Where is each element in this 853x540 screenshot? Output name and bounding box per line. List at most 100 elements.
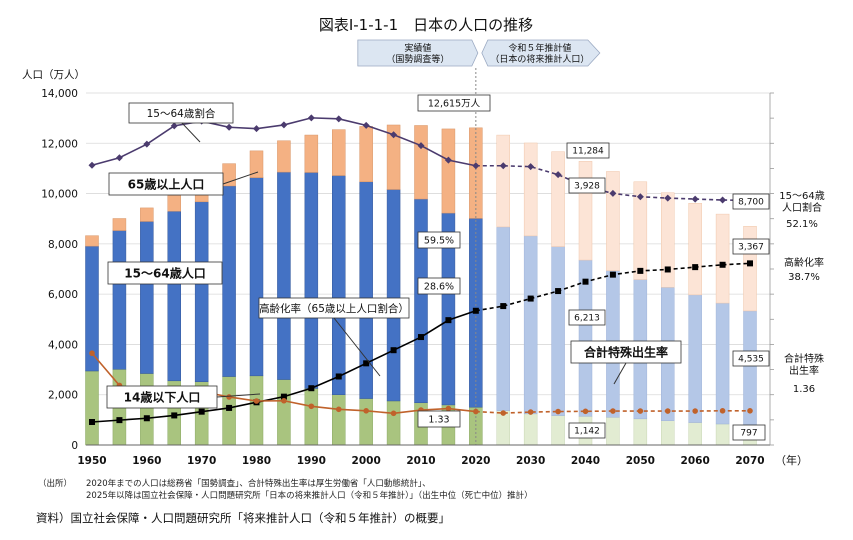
bar-under14 xyxy=(661,420,675,446)
label-2040-65-box xyxy=(568,177,606,194)
period-label-actual: 実績値（国勢調査等） xyxy=(386,42,449,65)
source-note-line2: 2025年以降は国立社会保障・人口問題研究所「日本の将来推計人口（令和５年推計）… xyxy=(86,491,533,501)
leader-aging xyxy=(333,317,381,377)
bar-15-64 xyxy=(112,230,127,370)
x-tick-label: 2020 xyxy=(461,455,490,467)
ratio-15-64-point xyxy=(307,114,315,122)
bar-over65 xyxy=(359,126,373,183)
aging-rate-point xyxy=(198,408,205,415)
tfr-line-projection xyxy=(475,410,750,414)
x-tick-label: 2000 xyxy=(352,455,381,467)
bar-15-64 xyxy=(496,226,510,411)
tfr-point xyxy=(89,350,95,357)
label-aging-2020: 28.6% xyxy=(424,281,454,292)
label-2070-under14: 797 xyxy=(740,429,757,439)
label-15-64-box xyxy=(107,261,223,285)
bar-under14 xyxy=(551,415,565,446)
ratio-15-64-point xyxy=(115,154,123,162)
bar-over65 xyxy=(715,213,730,304)
label-15-64: 15〜64歳人口 xyxy=(124,265,205,280)
y-tick-label: 10,000 xyxy=(41,189,78,201)
tfr-point xyxy=(747,408,753,414)
tfr-point xyxy=(390,410,397,417)
label-2070-65: 3,367 xyxy=(738,243,764,253)
bar-15-64 xyxy=(277,171,291,380)
aging-rate-point xyxy=(308,385,315,392)
label-2040-under14: 1,142 xyxy=(574,427,600,437)
bar-under14 xyxy=(715,423,730,446)
bar-under14 xyxy=(688,422,702,446)
tfr-point xyxy=(473,408,479,415)
label-2070-total-box xyxy=(732,193,770,210)
right-label-ratio-value: 52.1% xyxy=(786,219,818,230)
ratio-15-64-point xyxy=(636,193,644,201)
y-tick-label: 12,000 xyxy=(41,138,78,150)
aging-rate-point xyxy=(692,264,699,271)
aging-rate-point xyxy=(418,334,424,341)
aging-rate-point xyxy=(747,260,753,267)
axes: 0 2,000 4,000 6,000 8,000 10,000 12,000 14,000 1… xyxy=(41,88,774,467)
aging-rate-point xyxy=(390,347,397,354)
right-label-ratio-name: 15〜64歳人口割合 xyxy=(779,190,824,214)
bar-over65 xyxy=(523,142,538,237)
bar-under14 xyxy=(140,373,154,446)
y-axis-label: 人口（万人） xyxy=(22,69,85,81)
ratio-15-64-point xyxy=(691,195,699,203)
label-2040-65: 3,928 xyxy=(574,182,600,192)
leader-ratio-15-64 xyxy=(181,122,201,143)
ratio-15-64-point xyxy=(527,163,535,171)
bar-15-64 xyxy=(743,310,757,426)
aging-rate-point xyxy=(445,317,452,324)
bar-15-64 xyxy=(715,302,730,425)
label-total-2020: 12,615万人 xyxy=(428,98,481,109)
label-tfr-2020: 1.33 xyxy=(428,414,449,425)
bar-over65 xyxy=(277,140,291,173)
bar-over65 xyxy=(386,124,401,190)
label-aging: 高齢化率（65歳以上人口割合） xyxy=(259,302,409,315)
x-tick-label: 1950 xyxy=(77,455,106,467)
source-credit: 資料）国立社会保障・人口問題研究所「将来推計人口（令和５年推計）の概要」 xyxy=(36,511,450,525)
bar-under14 xyxy=(249,375,264,446)
bar-over65 xyxy=(578,161,593,261)
bar-under14 xyxy=(359,398,373,446)
label-2040-15-64-box xyxy=(568,309,606,326)
bar-15-64 xyxy=(222,185,236,377)
aging-rate-point xyxy=(609,271,616,278)
aging-rate-point xyxy=(472,307,479,314)
x-tick-label: 2070 xyxy=(735,455,764,467)
ratio-15-64-point xyxy=(719,196,727,204)
right-label-aging-value: 38.7% xyxy=(788,272,820,283)
bar-under14 xyxy=(332,394,346,446)
label-2070-total: 8,700 xyxy=(738,198,764,208)
source-note: （出所） xyxy=(38,478,72,490)
bar-under14 xyxy=(496,410,510,446)
ratio-15-64-point xyxy=(335,115,343,123)
bar-over65 xyxy=(414,125,428,200)
bar-over65 xyxy=(496,134,510,228)
label-2070-under14-box xyxy=(732,424,766,441)
x-tick-label: 2060 xyxy=(681,455,710,467)
aging-rate-point xyxy=(637,267,644,274)
bar-under14 xyxy=(606,417,620,446)
aging-rate-point xyxy=(280,393,287,400)
ratio-15-64-point xyxy=(280,121,288,129)
tfr-point xyxy=(555,408,561,415)
aging-rate-point xyxy=(116,417,123,424)
ratio-15-64-point xyxy=(499,162,507,170)
bar-over65 xyxy=(249,150,264,178)
label-65-plus: 65歳以上人口 xyxy=(128,176,205,191)
x-tick-label: 1990 xyxy=(297,455,326,467)
aging-rate-point xyxy=(527,295,534,302)
ratio-15-64-point xyxy=(417,142,425,150)
period-arrows: 実績値（国勢調査等） 令和５年推計値（日本の将来推計人口） xyxy=(357,39,601,67)
label-ratio-15-64: 15〜64歳割合 xyxy=(147,107,216,120)
bar-over65 xyxy=(167,195,181,212)
y-tick-label: 0 xyxy=(71,440,78,452)
y-tick-label: 6,000 xyxy=(48,289,78,301)
y-tick-label: 4,000 xyxy=(48,339,78,351)
label-tfr-2020-box xyxy=(417,410,461,428)
bar-15-64 xyxy=(140,221,154,374)
tfr-point xyxy=(582,408,589,415)
bar-15-64 xyxy=(167,210,181,382)
